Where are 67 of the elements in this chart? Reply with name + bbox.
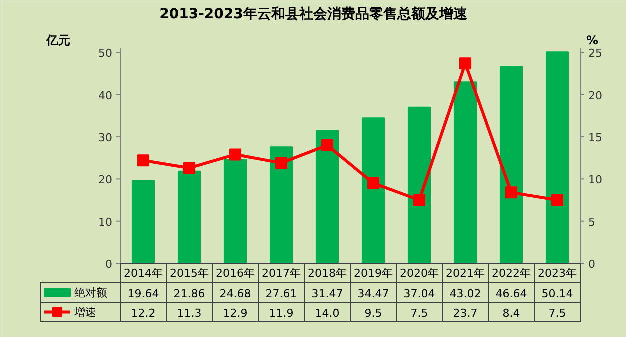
point xyxy=(414,194,426,206)
data-label: 24.68 xyxy=(220,287,252,300)
y-tick-label: 10 xyxy=(98,216,113,229)
y-tick-label: 0 xyxy=(106,258,112,271)
data-label: 8.4 xyxy=(502,306,520,320)
bar xyxy=(270,146,294,264)
x-tick-label: 2014年 xyxy=(124,266,164,280)
data-label: 37.04 xyxy=(404,287,436,300)
chart-title: 2013-2023年云和县社会消费品零售总额及增速 xyxy=(160,6,468,22)
point xyxy=(322,139,334,152)
point xyxy=(138,154,150,167)
bar xyxy=(454,82,478,264)
data-label: 34.47 xyxy=(358,287,390,300)
x-tick-label: 2019年 xyxy=(354,266,394,280)
legend-label: 增速 xyxy=(74,306,96,319)
x-tick-label: 2022年 xyxy=(492,266,532,280)
bar xyxy=(316,130,340,264)
data-label: 11.3 xyxy=(177,306,202,320)
data-label: 11.9 xyxy=(269,306,294,320)
x-tick-label: 2016年 xyxy=(216,266,256,280)
bar xyxy=(224,158,248,264)
point xyxy=(552,194,564,206)
bar xyxy=(408,106,432,264)
y2-tick-label: 0 xyxy=(588,258,596,271)
point xyxy=(184,162,196,174)
y-tick-label: 40 xyxy=(98,89,113,102)
y2-tick-label: 25 xyxy=(588,47,602,60)
bar xyxy=(546,52,570,264)
x-tick-label: 2017年 xyxy=(262,266,302,280)
point xyxy=(230,148,242,161)
data-label: 27.61 xyxy=(266,287,298,300)
y2-tick-label: 5 xyxy=(588,216,596,229)
data-label: 21.86 xyxy=(174,287,206,300)
data-label: 46.64 xyxy=(496,287,528,300)
data-label: 7.5 xyxy=(410,306,428,320)
x-tick-label: 2020年 xyxy=(400,266,440,280)
bar xyxy=(132,180,156,264)
x-tick-label: 2015年 xyxy=(170,266,210,280)
point xyxy=(506,186,518,199)
legend-label: 绝对额 xyxy=(74,286,108,300)
y-tick-label: 30 xyxy=(98,132,113,145)
data-label: 43.02 xyxy=(450,287,482,300)
y-axis-title: 亿元 xyxy=(46,34,70,48)
x-tick-label: 2018年 xyxy=(308,266,348,280)
y2-tick-label: 10 xyxy=(588,174,602,187)
y2-tick-label: 15 xyxy=(588,132,602,145)
data-label: 14.0 xyxy=(315,306,340,320)
x-tick-label: 2021年 xyxy=(446,266,486,280)
bar xyxy=(178,170,202,264)
point xyxy=(276,157,288,170)
y2-axis-title: % xyxy=(586,34,599,48)
point xyxy=(460,58,472,70)
data-label: 23.7 xyxy=(453,306,478,320)
point xyxy=(368,177,380,190)
data-label: 9.5 xyxy=(364,306,382,320)
data-label: 7.5 xyxy=(548,306,566,320)
y-tick-label: 20 xyxy=(98,174,113,187)
data-label: 50.14 xyxy=(542,287,574,300)
data-label: 31.47 xyxy=(312,287,344,300)
data-label: 12.2 xyxy=(131,306,156,320)
x-tick-label: 2023年 xyxy=(538,266,578,280)
data-label: 19.64 xyxy=(128,287,160,300)
y-tick-label: 50 xyxy=(98,47,113,60)
y2-tick-label: 20 xyxy=(588,89,602,102)
data-label: 12.9 xyxy=(223,306,248,320)
bar xyxy=(362,118,386,264)
bar xyxy=(500,66,524,264)
